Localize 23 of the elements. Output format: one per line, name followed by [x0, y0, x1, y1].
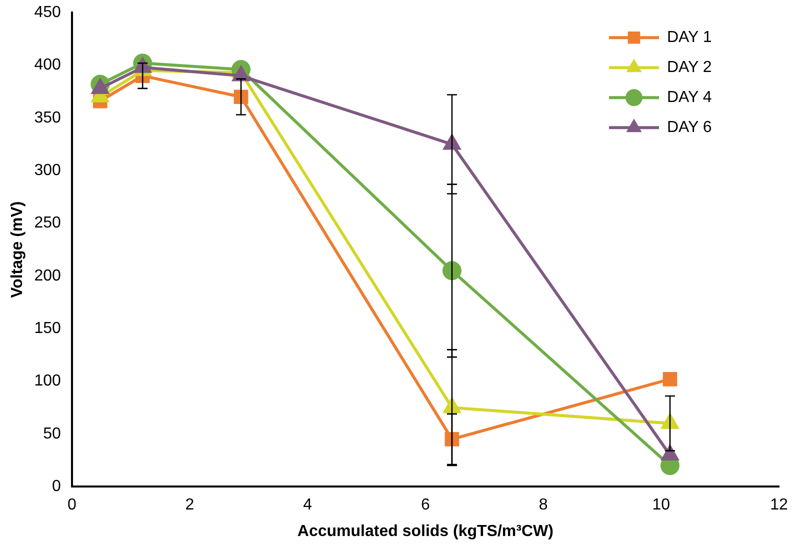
y-tick-label: 450: [34, 4, 61, 22]
y-tick-label: 50: [43, 425, 61, 442]
x-tick-label: 6: [420, 496, 430, 514]
y-tick-label: 250: [34, 214, 61, 232]
legend-label: DAY 4: [667, 89, 712, 106]
x-tick-label: 2: [185, 496, 194, 514]
y-tick-label: 150: [34, 320, 61, 338]
x-tick-label: 4: [303, 496, 312, 514]
x-axis-title: Accumulated solids (kgTS/m³CW): [297, 522, 554, 540]
x-tick-label: 10: [652, 496, 670, 514]
y-tick-label: 400: [34, 56, 61, 74]
legend-label: DAY 2: [667, 59, 712, 76]
x-tick-label: 8: [538, 496, 548, 514]
y-tick-label: 0: [52, 478, 61, 496]
x-tick-label: 12: [770, 496, 788, 514]
legend-label: DAY 1: [667, 29, 712, 46]
y-tick-label: 200: [34, 267, 61, 284]
y-tick-label: 300: [34, 162, 61, 180]
legend-label: DAY 6: [667, 119, 712, 136]
y-axis-title: Voltage (mV): [9, 201, 26, 298]
x-tick-label: 0: [67, 496, 76, 514]
y-tick-label: 350: [34, 109, 61, 126]
y-tick-label: 100: [34, 372, 61, 390]
